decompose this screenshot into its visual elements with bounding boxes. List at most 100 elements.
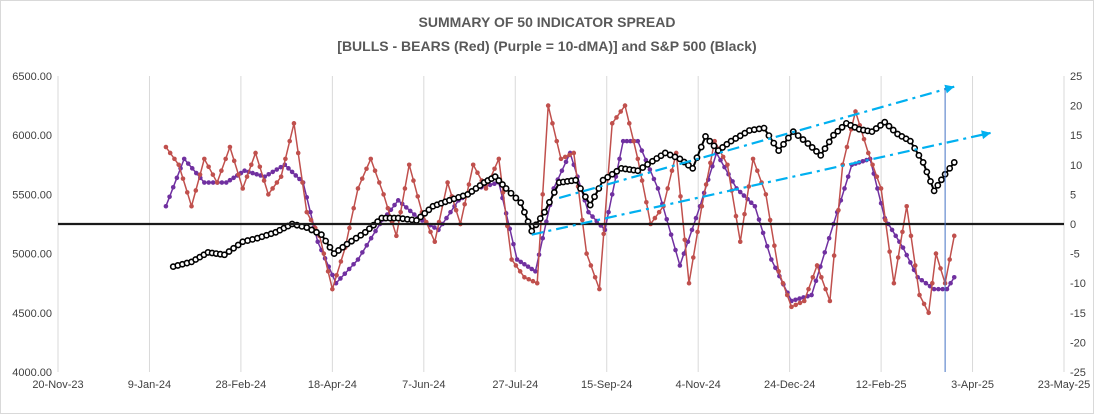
ma-point [624,138,630,144]
sp500-point [417,213,425,221]
spread-point [622,103,628,108]
sp500-point [335,247,342,254]
sp500-point [710,142,718,150]
spread-point [601,231,606,237]
ma-point [617,156,622,162]
sp500-point [780,140,787,148]
spread-point [176,162,182,168]
ma-point [304,195,310,200]
sp500-point [326,243,334,251]
spread-point [861,136,867,142]
trend-arrowhead [944,84,955,94]
series-layer [58,84,1064,372]
y-left-tick-label: 5500.00 [12,189,52,201]
spread-point [453,207,459,213]
spread-point [355,186,361,191]
y-left-tick-label: 6000.00 [12,130,52,142]
ma-point [813,278,819,284]
sp500-point [502,185,510,192]
ma-point [809,292,814,298]
spread-point [665,186,670,191]
ma-point [231,175,236,181]
ma-point [586,209,591,215]
spread-point [368,156,374,162]
ma-point [533,269,538,274]
sp500-point [906,137,914,145]
ma-point [951,274,957,280]
spread-point [823,286,828,292]
sp500-point [521,208,528,216]
spread-point [462,201,467,207]
spread-point [652,215,658,221]
spread-point [733,213,739,219]
spread-point [334,273,339,278]
sp500-point [719,144,726,151]
ma-point [769,257,774,262]
spread-point [926,310,931,316]
ma-point [289,169,295,175]
ma-point [227,177,233,183]
ma-point [368,235,374,241]
sp500-point [760,124,768,132]
ma-point [202,180,207,185]
spread-point [295,150,301,156]
spread-point [406,162,412,168]
spread-point [428,229,433,235]
spread-point [540,192,546,197]
ma-point [373,228,378,234]
sp500-point [821,145,829,153]
ma-point [590,214,595,219]
y-right-tick-label: -20 [1070,337,1086,349]
spread-point [933,251,939,256]
ma-point [718,157,723,163]
spread-point [545,103,551,108]
sp500-point [775,147,783,154]
y-right-tick-label: 0 [1070,219,1076,231]
sp500-point [330,250,338,257]
spread-point [534,280,540,286]
spread-point [917,292,922,298]
spread-point [947,257,952,262]
ma-point [511,241,516,247]
spread-point [571,150,577,156]
spread-point [895,255,901,260]
spread-point [878,186,884,191]
y-right-tick-label: -25 [1070,367,1086,379]
sp500-point [930,187,938,195]
spread-point [836,207,841,213]
spread-point [635,156,641,162]
sp500-point [221,251,228,259]
spread-point [492,166,497,172]
ma-point [544,219,549,224]
ma-point [773,265,778,271]
ma-point [760,230,766,236]
spread-point [291,121,297,126]
ma-point [278,164,284,170]
ma-point [919,277,925,283]
y-right-tick-label: 10 [1070,160,1082,172]
spread-point [614,115,619,120]
ma-point [174,175,180,181]
ma-point [647,167,653,172]
chart-subtitle: [BULLS - BEARS (Red) (Purple = 10-dMA)] … [337,38,756,54]
sp500-point [361,228,369,236]
spread-point [206,164,211,170]
spread-point [483,186,489,191]
sp500-point [546,198,553,206]
spread-point [784,292,790,298]
ma-point [167,194,172,200]
sp500-point [517,199,525,207]
x-tick-label: 24-Dec-24 [764,379,815,391]
sp500-point [714,147,722,154]
ma-point [923,280,929,286]
ma-point [822,250,828,255]
spread-point [870,162,875,168]
ten-day-ma-series-path [165,140,955,302]
ma-point [392,202,397,208]
spread-point [938,266,943,271]
y-axis-left: 4000.00 4500.00 5000.00 5500.00 6000.00 6500.… [12,71,52,379]
ma-point [342,271,348,277]
ma-point [163,203,169,209]
ma-point [407,208,413,214]
ma-point [189,166,195,171]
